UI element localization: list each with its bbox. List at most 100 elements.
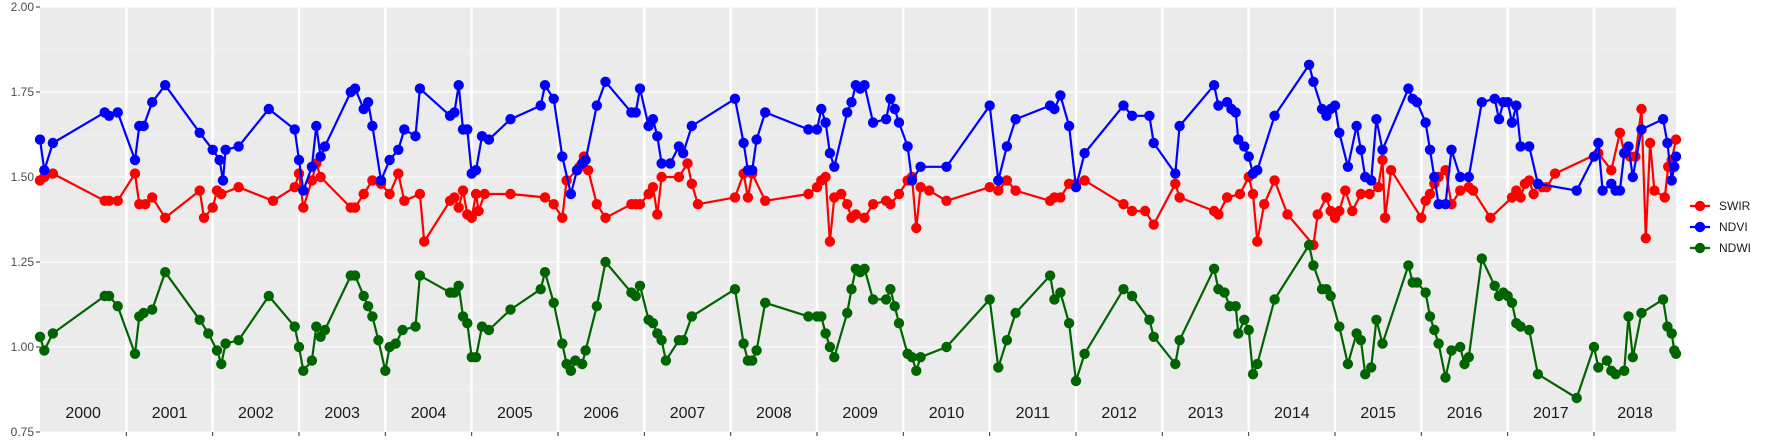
year-label: 2004: [411, 405, 447, 422]
ndwi-point: [760, 297, 771, 308]
ndvi-point: [1420, 117, 1431, 128]
ndwi-point: [1360, 369, 1371, 380]
swir-point: [911, 222, 922, 234]
ndwi-point: [634, 280, 646, 291]
swir-point: [306, 175, 318, 186]
ndvi-point: [1049, 103, 1060, 115]
swir-point: [1606, 165, 1617, 176]
ndwi-point: [1571, 392, 1582, 404]
ndvi-point: [1366, 175, 1377, 186]
ndwi-point: [1233, 328, 1244, 339]
ndvi-point: [535, 100, 546, 111]
ndwi-point: [803, 311, 814, 322]
ndvi-point: [1329, 100, 1341, 111]
ndwi-point: [678, 335, 689, 346]
ndwi-point: [263, 290, 274, 302]
ndwi-point: [1010, 307, 1021, 319]
swir-point: [293, 168, 305, 179]
year-label: 2016: [1447, 405, 1483, 422]
ndwi-point: [1269, 294, 1280, 305]
ndvi-point: [1411, 97, 1423, 108]
ndvi-point: [738, 137, 749, 149]
ndvi-point: [760, 107, 771, 118]
ndwi-point: [1588, 341, 1600, 353]
ndwi-point: [1070, 375, 1082, 387]
swir-point: [1340, 185, 1351, 196]
ndvi-point: [289, 124, 300, 135]
ndvi-point: [1342, 161, 1354, 172]
ndvi-point: [630, 107, 641, 118]
swir-point: [993, 185, 1004, 196]
ndwi-point: [470, 352, 482, 363]
ndvi-point: [449, 107, 460, 118]
ndwi-point: [1342, 358, 1354, 370]
ndvi-point: [393, 144, 404, 155]
ndvi-point: [1144, 110, 1155, 122]
swir-point: [1640, 233, 1652, 244]
swir-point: [1467, 185, 1479, 196]
ndvi-point: [634, 83, 646, 94]
ndvi-point: [1623, 141, 1634, 152]
ndwi-point: [842, 307, 853, 319]
ndvi-point: [293, 154, 305, 166]
ndwi-point: [1506, 297, 1518, 308]
ndvi-point: [306, 161, 318, 172]
year-label: 2011: [1016, 405, 1051, 422]
ndvi-point: [1351, 120, 1362, 132]
swir-point: [1269, 175, 1280, 186]
ndwi-point: [548, 297, 559, 308]
swir-point: [548, 199, 559, 210]
swir-point: [1334, 205, 1345, 217]
ndvi-point: [1502, 97, 1513, 108]
ndwi-point: [1666, 328, 1677, 339]
ndvi-point: [1506, 117, 1518, 128]
swir-point: [984, 182, 995, 193]
swir-point: [112, 195, 123, 206]
swir-point: [1234, 188, 1246, 200]
legend-key-point-ndwi: [1694, 242, 1706, 254]
ndvi-point: [816, 103, 827, 115]
series-ndvi: [34, 59, 1682, 210]
swir-point: [652, 209, 663, 220]
swir-point: [393, 168, 404, 179]
ndwi-point: [820, 328, 831, 339]
legend-label-ndwi: NDWI: [1719, 241, 1751, 255]
ndvi-point: [820, 117, 831, 128]
ndvi-point: [1403, 83, 1414, 94]
ndvi-point: [1597, 185, 1608, 196]
ndvi-point: [1627, 171, 1639, 183]
ndvi-point: [1243, 151, 1254, 162]
ndvi-point: [1269, 110, 1280, 122]
ndwi-point: [203, 328, 214, 339]
swir-point: [836, 188, 847, 200]
ndwi-point: [1455, 341, 1466, 353]
ndvi-point: [1429, 171, 1440, 183]
ndvi-point: [1371, 114, 1382, 125]
ndwi-point: [1476, 253, 1488, 264]
ndvi-point: [1493, 114, 1505, 125]
swir-point: [129, 168, 141, 179]
ndvi-point: [1614, 185, 1626, 196]
swir-point: [1282, 209, 1293, 220]
ndwi-point: [1144, 314, 1155, 325]
swir-point: [742, 192, 754, 203]
ndvi-point: [548, 93, 559, 105]
year-label: 2013: [1188, 405, 1224, 422]
swir-point: [1259, 199, 1270, 210]
ndvi-point: [453, 80, 464, 91]
ndwi-point: [1118, 284, 1129, 295]
ndwi-point: [889, 301, 900, 312]
ndwi-point: [1247, 369, 1259, 380]
swir-point: [1455, 185, 1466, 196]
swir-point: [1312, 209, 1323, 220]
swir-point: [1416, 212, 1427, 223]
swir-point: [673, 171, 685, 183]
ndwi-point: [1446, 345, 1457, 356]
ndwi-point: [160, 267, 171, 278]
ndvi-point: [846, 97, 857, 108]
ndvi-point: [1070, 182, 1082, 193]
ndwi-point: [397, 324, 408, 336]
ndvi-point: [147, 97, 158, 108]
ndwi-point: [1657, 294, 1669, 305]
